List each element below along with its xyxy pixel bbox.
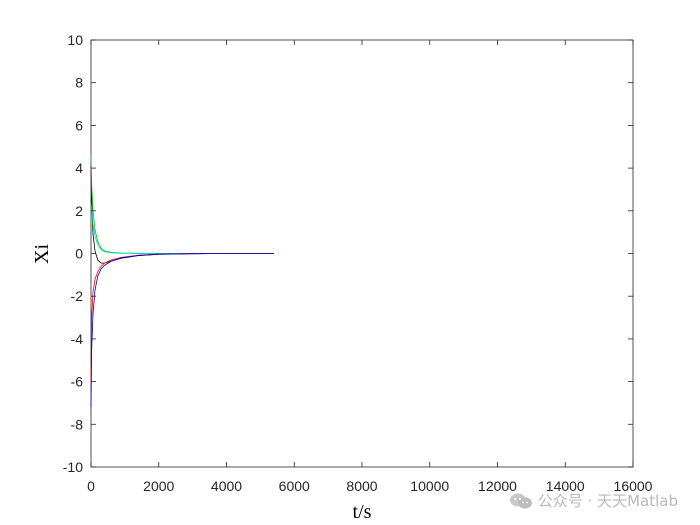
x-tick-label: 6000 [279, 478, 310, 494]
y-tick-label: 2 [75, 203, 83, 219]
y-tick-label: 8 [75, 75, 83, 91]
series-line-5 [90, 253, 274, 408]
x-axis-title: t/s [353, 501, 372, 523]
y-tick-label: -8 [71, 416, 84, 432]
x-tick-label: 10000 [410, 478, 449, 494]
watermark-text: 公众号 · 天天Matlab [537, 492, 678, 510]
y-tick-label: 0 [75, 246, 83, 262]
watermark: 公众号 · 天天Matlab [509, 490, 678, 511]
y-tick-label: -2 [71, 288, 84, 304]
y-tick-label: -10 [63, 459, 83, 475]
wechat-icon [509, 493, 532, 508]
x-tick-label: 2000 [143, 478, 174, 494]
ticks-layer: 0 2000 4000 6000 8000 10000 12000 14000 16000 -10… [63, 32, 653, 494]
x-tick-label: 12000 [478, 478, 517, 494]
y-tick-label: -4 [71, 331, 84, 347]
y-tick-label: 4 [75, 160, 83, 176]
x-tick-label: 4000 [211, 478, 242, 494]
y-tick-label: 10 [67, 32, 83, 48]
x-tick-label: 16000 [614, 478, 653, 494]
x-tick-label: 0 [87, 478, 95, 494]
y-axis-title: Xi [31, 244, 53, 264]
y-tick-label: -6 [71, 374, 84, 390]
x-tick-label: 14000 [546, 478, 585, 494]
y-tick-label: 6 [75, 117, 83, 133]
series-layer [90, 155, 274, 408]
x-tick-label: 8000 [346, 478, 377, 494]
